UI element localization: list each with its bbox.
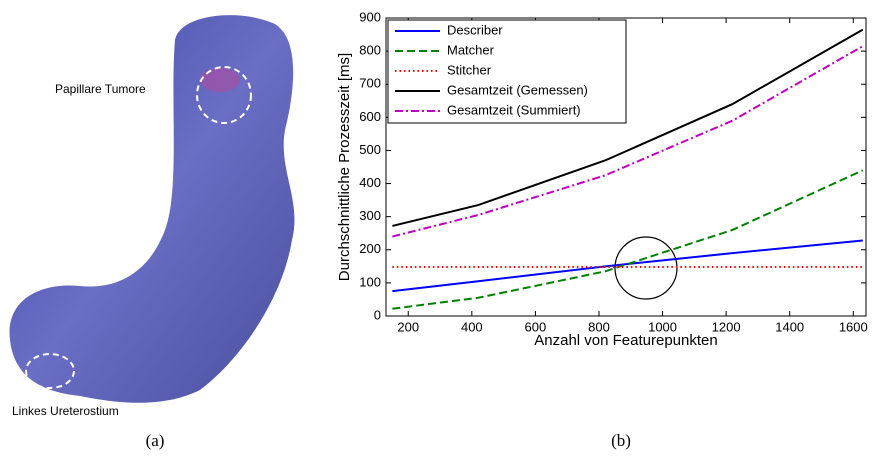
highlight-ellipse xyxy=(25,353,75,389)
x-tick-label: 1600 xyxy=(839,319,868,334)
y-tick-label: 0 xyxy=(374,307,381,322)
x-tick-label: 200 xyxy=(397,319,419,334)
x-tick-label: 800 xyxy=(588,319,610,334)
panel-a: Papillare Tumore Linkes Ureterostium (a) xyxy=(9,15,295,450)
bladder-image xyxy=(9,15,295,403)
caption: (b) xyxy=(611,431,631,450)
y-axis-label: Durchschnittliche Prozesszeit [ms] xyxy=(336,53,353,281)
y-tick-label: 400 xyxy=(359,175,381,190)
y-tick-label: 300 xyxy=(359,208,381,223)
highlight-ellipse xyxy=(196,66,252,124)
y-tick-label: 200 xyxy=(359,241,381,256)
x-tick-label: 1000 xyxy=(648,319,677,334)
y-tick-label: 900 xyxy=(359,9,381,24)
legend-label: Gesamtzeit (Gemessen) xyxy=(447,82,588,97)
x-tick-label: 1200 xyxy=(712,319,741,334)
y-tick-label: 600 xyxy=(359,109,381,124)
annotation: Papillare Tumore xyxy=(55,82,146,96)
y-tick-label: 700 xyxy=(359,76,381,91)
y-tick-label: 100 xyxy=(359,274,381,289)
x-tick-label: 600 xyxy=(525,319,547,334)
highlight-circle xyxy=(614,236,678,300)
tumor-spot xyxy=(200,68,240,92)
annotation: Linkes Ureterostium xyxy=(12,404,119,418)
legend: Describer Matcher Stitcher Gesamtzeit (Geme… xyxy=(387,19,627,124)
caption: (a) xyxy=(146,431,165,450)
y-tick-label: 500 xyxy=(359,142,381,157)
legend-label: Describer xyxy=(447,22,503,37)
x-tick-label: 400 xyxy=(461,319,483,334)
legend-label: Gesamtzeit (Summiert) xyxy=(447,102,581,117)
legend-label: Matcher xyxy=(447,42,495,57)
series-line xyxy=(392,169,864,310)
series-line xyxy=(392,28,864,227)
x-tick-label: 1400 xyxy=(775,319,804,334)
y-tick-label: 800 xyxy=(359,43,381,58)
x-axis-label: Anzahl von Featurepunkten xyxy=(534,332,717,349)
legend-label: Stitcher xyxy=(447,62,492,77)
